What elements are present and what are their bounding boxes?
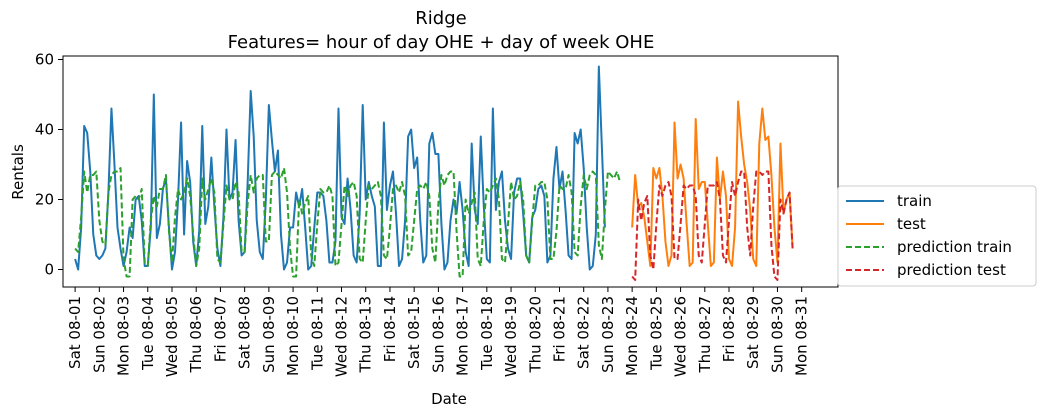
x-tick-label: Tue 08-11 (308, 296, 326, 371)
legend-label-prediction-test: prediction test (897, 261, 1006, 279)
x-tick-label: Wed 08-05 (163, 296, 181, 377)
x-tick-label: Tue 08-25 (647, 296, 665, 371)
x-tick-label: Sat 08-01 (66, 296, 84, 369)
x-tick-label: Fri 08-21 (550, 296, 568, 362)
x-tick-label: Thu 08-13 (357, 296, 375, 374)
x-tick-label: Sat 08-15 (405, 296, 423, 369)
x-tick-label: Mon 08-03 (115, 296, 133, 376)
y-axis: 0 20 40 60 (35, 51, 63, 279)
legend-label-train: train (897, 192, 932, 210)
x-tick-label: Fri 08-07 (211, 296, 229, 362)
data-lines (74, 65, 794, 281)
y-tick-label: 60 (35, 51, 54, 69)
y-tick-label: 0 (44, 261, 54, 279)
legend: train test prediction train prediction test (837, 185, 1037, 287)
x-tick-label: Mon 08-31 (793, 296, 811, 376)
x-tick-label: Wed 08-26 (672, 296, 690, 377)
legend-label-prediction-train: prediction train (897, 238, 1012, 256)
x-tick-label: Wed 08-12 (333, 296, 351, 377)
x-tick-label: Wed 08-19 (502, 296, 520, 377)
x-tick-label: Tue 08-04 (139, 296, 157, 371)
x-tick-label: Fri 08-28 (720, 296, 738, 362)
x-tick-label: Sun 08-23 (599, 296, 617, 373)
x-tick-label: Thu 08-20 (526, 296, 544, 374)
x-tick-label: Sun 08-30 (768, 296, 786, 373)
series-line-prediction-test (631, 170, 794, 281)
x-tick-label: Sun 08-09 (260, 296, 278, 373)
legend-frame (837, 185, 1037, 287)
x-tick-label: Sun 08-16 (429, 296, 447, 373)
y-axis-label: Rentals (9, 144, 27, 200)
x-tick-label: Mon 08-17 (454, 296, 472, 376)
series-line-prediction-train (74, 167, 621, 278)
x-tick-label: Tue 08-18 (478, 296, 496, 371)
x-tick-label: Thu 08-06 (187, 296, 205, 374)
x-tick-label: Mon 08-10 (284, 296, 302, 376)
x-axis-label: Date (431, 390, 467, 408)
x-tick-label: Sun 08-02 (90, 296, 108, 373)
legend-label-test: test (897, 215, 926, 233)
x-tick-label: Thu 08-27 (696, 296, 714, 374)
plot-frame (62, 55, 839, 288)
y-tick-label: 40 (35, 121, 54, 139)
x-axis: Sat 08-01 Sun 08-02 Mon 08-03 Tue 08-04 Wed … (66, 287, 811, 377)
legend-items: train test prediction train prediction test (846, 192, 1012, 279)
x-tick-label: Sat 08-29 (744, 296, 762, 369)
series-line-test (631, 100, 794, 267)
x-tick-label: Mon 08-24 (623, 296, 641, 376)
chart-title: Ridge (415, 8, 466, 29)
x-tick-label: Sat 08-22 (575, 296, 593, 369)
chart-subtitle: Features= hour of day OHE + day of week … (228, 32, 655, 53)
x-tick-label: Sat 08-08 (236, 296, 254, 369)
x-tick-label: Fri 08-14 (381, 296, 399, 362)
y-tick-label: 20 (35, 191, 54, 209)
